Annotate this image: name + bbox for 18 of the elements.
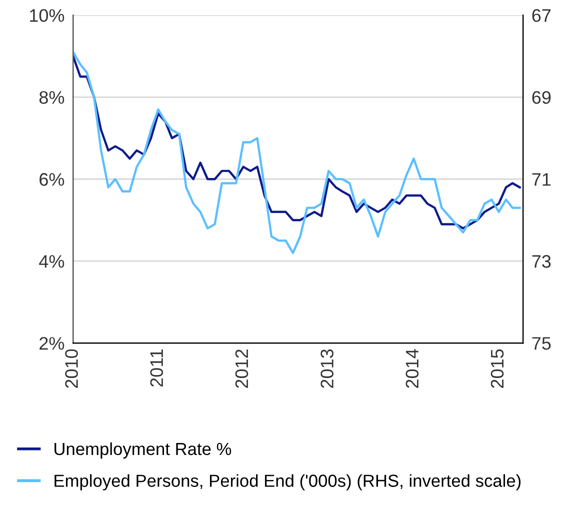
- y2-tick-label: 67: [532, 9, 551, 22]
- y-tick-label: 8%: [39, 91, 64, 104]
- y2-tick-label: 73: [532, 255, 551, 268]
- x-tick-label: 2014: [406, 349, 419, 388]
- y2-tick-label: 69: [532, 91, 551, 104]
- x-tick-label: 2011: [150, 350, 164, 387]
- y-tick-label: 2%: [40, 337, 64, 350]
- legend-label: Unemployment Rate %: [54, 442, 232, 459]
- x-tick-label: 2013: [320, 349, 334, 388]
- y2-tick-label: 75: [532, 337, 551, 350]
- y-tick-label: 4%: [39, 255, 64, 268]
- x-tick-label: 2010: [65, 349, 78, 388]
- legend-label: Employed Persons, Period End ('000s) (RHS, inverted scale): [54, 474, 521, 490]
- x-tick-label: 2015: [490, 349, 504, 388]
- y-tick-label: 10%: [30, 9, 64, 22]
- y-tick-label: 6%: [40, 173, 64, 186]
- x-tick-label: 2012: [235, 350, 248, 388]
- y2-tick-label: 71: [532, 173, 551, 186]
